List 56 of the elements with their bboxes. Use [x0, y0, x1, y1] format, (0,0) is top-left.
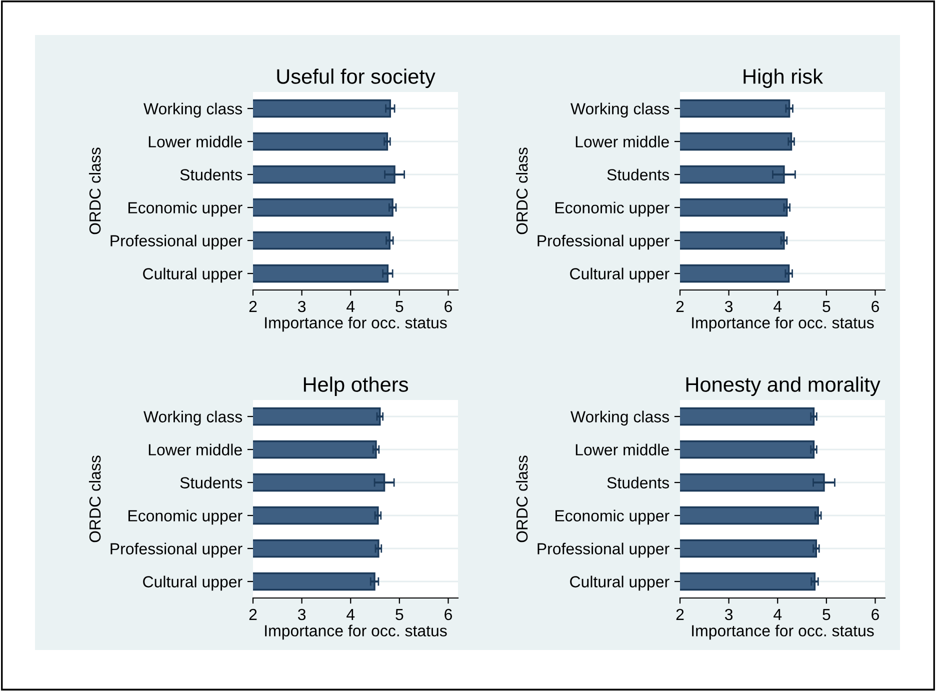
x-tick-label: 2: [676, 300, 684, 312]
x-tick-label: 2: [676, 608, 684, 620]
x-axis-title: Importance for occ. status: [692, 316, 874, 332]
x-tick-label: 6: [444, 300, 452, 312]
x-tick-label: 6: [872, 608, 879, 620]
x-tick-label: 4: [346, 301, 355, 312]
chart-title: High risk: [744, 68, 824, 88]
y-tick-label: Lower middle: [148, 136, 242, 148]
y-tick-label: Professional upper: [538, 542, 670, 558]
x-tick-label: 5: [396, 301, 404, 312]
y-tick-label: Cultural upper: [570, 576, 670, 591]
y-tick-label: Professional upper: [110, 234, 242, 250]
y-tick-label: Lower middle: [576, 136, 669, 148]
x-tick-label: 6: [872, 300, 879, 312]
y-axis-title: ORDC class: [88, 148, 101, 234]
x-axis-title: Importance for occ. status: [692, 624, 874, 640]
x-axis-title: Importance for occ. status: [265, 316, 447, 332]
x-tick-label: 6: [444, 608, 452, 620]
y-tick-label: Working class: [570, 410, 670, 426]
x-tick-label: 2: [249, 608, 257, 620]
y-tick-label: Working class: [144, 102, 242, 118]
y-tick-label: Economic upper: [128, 202, 242, 217]
y-tick-label: Working class: [144, 410, 242, 426]
x-tick-label: 3: [724, 608, 733, 620]
x-tick-label: 5: [396, 609, 404, 620]
y-tick-label: Economic upper: [555, 202, 670, 217]
x-tick-label: 3: [298, 608, 306, 620]
y-tick-label: Cultural upper: [143, 576, 242, 591]
y-tick-label: Economic upper: [555, 510, 670, 525]
y-tick-label: Lower middle: [576, 444, 669, 456]
y-tick-label: Professional upper: [538, 234, 670, 250]
y-tick-label: Cultural upper: [570, 268, 670, 283]
y-tick-label: Economic upper: [128, 510, 242, 525]
x-tick-label: 3: [724, 300, 733, 312]
y-tick-label: Students: [607, 168, 670, 180]
x-tick-label: 4: [774, 609, 782, 620]
y-tick-label: Students: [607, 476, 670, 488]
y-tick-label: Students: [180, 476, 242, 488]
y-axis-title: ORDC class: [516, 456, 528, 542]
chart-title: Useful for society: [277, 68, 436, 88]
y-tick-label: Cultural upper: [143, 268, 242, 283]
x-axis-title: Importance for occ. status: [265, 624, 447, 640]
chart-title: Help others: [304, 376, 408, 396]
x-tick-label: 4: [346, 609, 355, 620]
x-tick-label: 2: [249, 300, 257, 312]
y-tick-label: Working class: [570, 102, 670, 118]
y-tick-label: Lower middle: [148, 444, 242, 456]
y-axis-title: ORDC class: [88, 456, 101, 542]
x-tick-label: 5: [822, 301, 830, 312]
x-tick-label: 3: [298, 300, 306, 312]
y-axis-title: ORDC class: [516, 148, 528, 234]
chart-title: Honesty and morality: [686, 376, 880, 396]
y-tick-label: Professional upper: [110, 542, 242, 558]
x-tick-label: 4: [774, 301, 782, 312]
x-tick-label: 5: [822, 609, 830, 620]
y-tick-label: Students: [180, 168, 242, 180]
